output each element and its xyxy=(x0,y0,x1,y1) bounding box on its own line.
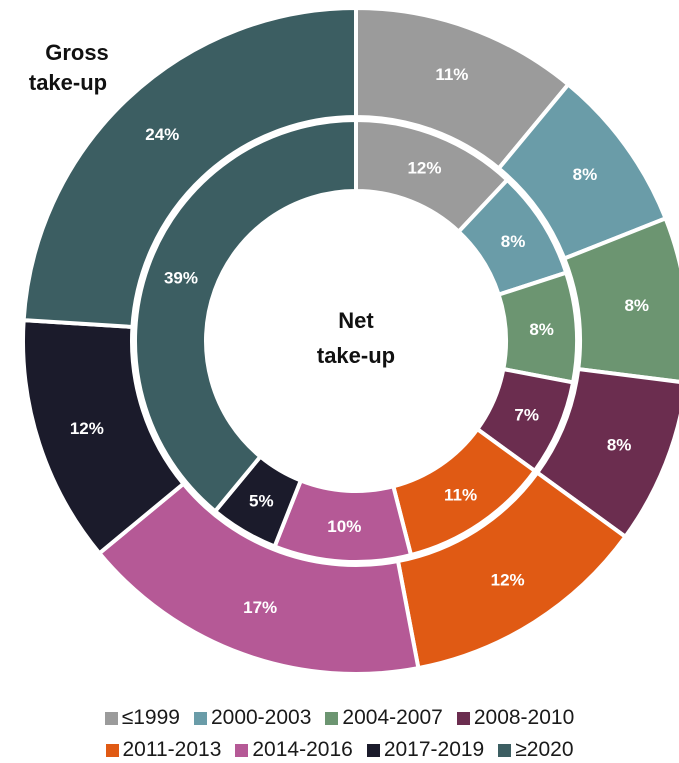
legend-item: 2008-2010 xyxy=(456,706,575,730)
gross-slice-3 xyxy=(562,216,679,384)
legend-swatch xyxy=(235,743,249,757)
net-slice-label-5: 11% xyxy=(444,485,477,504)
net-slice-label-1: 12% xyxy=(407,159,441,178)
gross-slice-label-6: 17% xyxy=(243,598,277,617)
legend-swatch xyxy=(456,711,470,725)
legend-label: 2014-2016 xyxy=(252,738,353,761)
net-slice-label-3: 8% xyxy=(529,320,554,339)
gross-slice-8 xyxy=(21,6,358,329)
legend-label: ≥2020 xyxy=(515,738,574,761)
legend-row-2: 2011-2013 2014-2016 2017-2019 ≥2020 xyxy=(0,738,679,762)
legend-item: 2014-2016 xyxy=(235,738,353,762)
gross-slice-label-7: 12% xyxy=(70,419,104,438)
gross-slice-label-5: 12% xyxy=(491,570,525,589)
legend-item: ≥2020 xyxy=(498,738,574,762)
legend-swatch xyxy=(105,743,119,757)
legend-label: ≤1999 xyxy=(121,706,180,729)
legend-swatch xyxy=(193,711,207,725)
net-take-up-title-line-2: take-up xyxy=(317,343,395,368)
legend-item: 2000-2003 xyxy=(193,706,312,730)
net-slice-label-4: 7% xyxy=(514,405,539,424)
net-take-up-ring xyxy=(133,118,579,564)
net-take-up-title-line-1: Net xyxy=(338,308,374,333)
gross-slice-label-1: 11% xyxy=(435,65,468,84)
net-slice-label-2: 8% xyxy=(501,232,526,251)
net-take-up-labels: 12% 8% 8% 7% 11% 10% 5% 39% xyxy=(164,159,554,537)
legend-item: ≤1999 xyxy=(104,706,180,730)
net-slice-8 xyxy=(133,118,358,514)
net-slice-label-6: 10% xyxy=(327,517,361,536)
net-slice-label-8: 39% xyxy=(164,268,198,287)
legend-row-1: ≤1999 2000-2003 2004-2007 2008-2010 xyxy=(0,706,679,730)
legend-item: 2011-2013 xyxy=(105,738,222,762)
legend-label: 2011-2013 xyxy=(122,738,222,761)
legend-label: 2008-2010 xyxy=(473,706,575,729)
legend-swatch xyxy=(366,743,380,757)
legend-swatch xyxy=(498,743,512,757)
legend-label: 2000-2003 xyxy=(210,706,312,729)
legend-swatch xyxy=(104,711,118,725)
gross-slice-label-8: 24% xyxy=(145,125,179,144)
gross-take-up-title-line-2: take-up xyxy=(29,70,107,95)
gross-take-up-title-line-1: Gross xyxy=(45,40,109,65)
gross-slice-label-2: 8% xyxy=(573,165,598,184)
legend-item: 2004-2007 xyxy=(325,706,443,730)
gross-take-up-ring xyxy=(21,6,679,676)
net-slice-label-7: 5% xyxy=(249,492,274,511)
legend-label: 2004-2007 xyxy=(342,706,443,729)
gross-slice-label-4: 8% xyxy=(607,436,632,455)
legend-item: 2017-2019 xyxy=(366,738,485,762)
gross-take-up-labels: 11% 8% 8% 8% 12% 17% 12% 24% xyxy=(70,65,649,617)
gross-slice-label-3: 8% xyxy=(624,296,649,315)
legend-label: 2017-2019 xyxy=(383,738,485,761)
legend-swatch xyxy=(325,711,339,725)
